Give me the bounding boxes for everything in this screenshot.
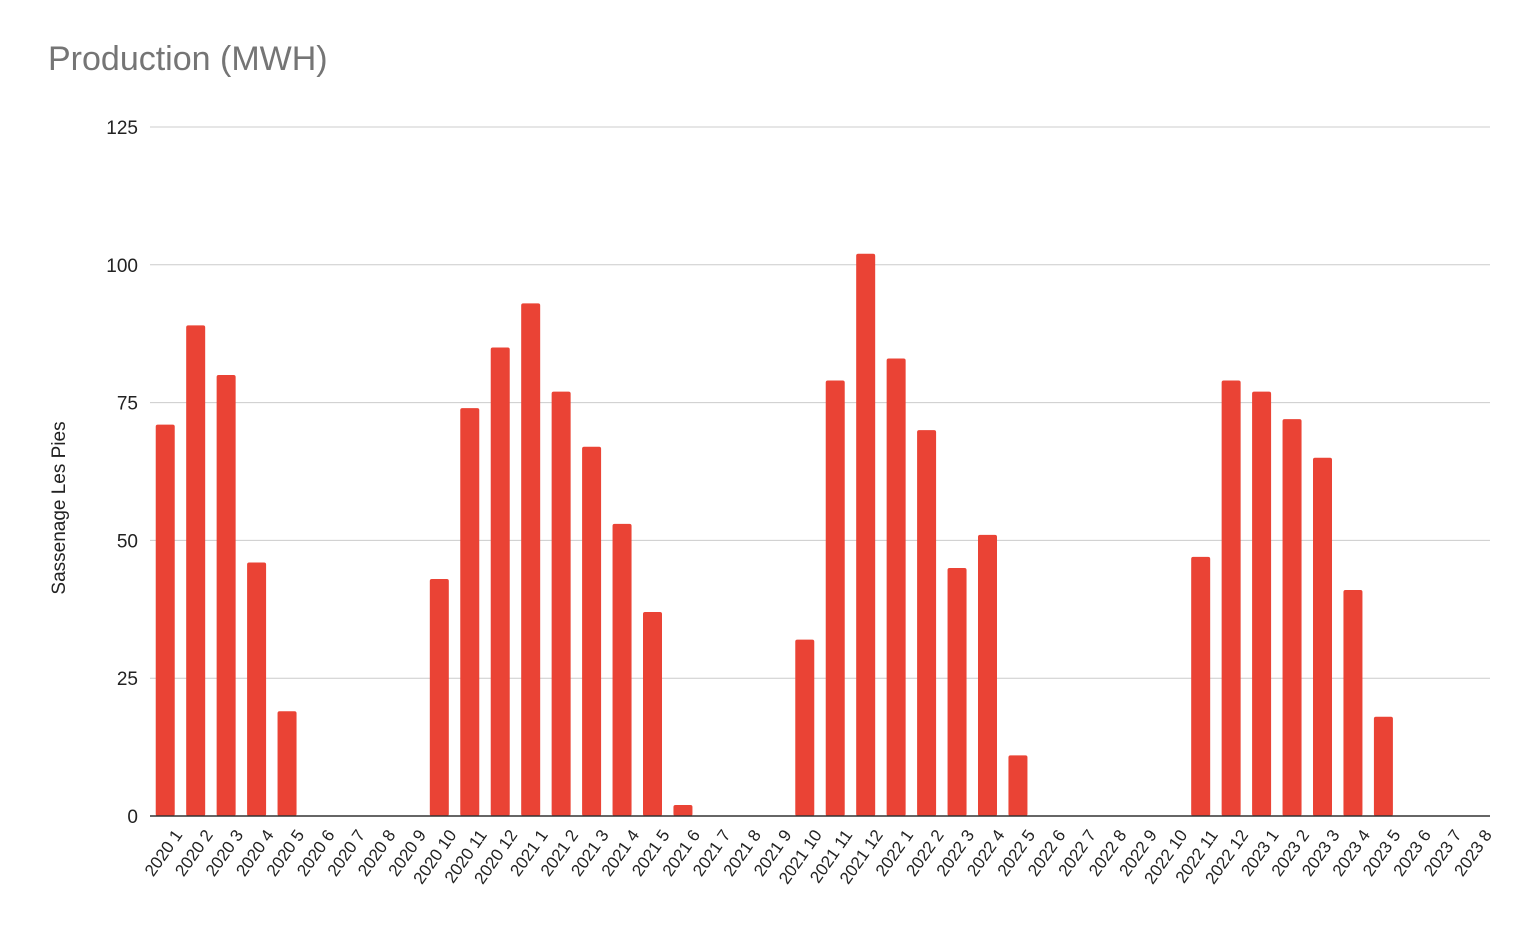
bar: [1343, 590, 1363, 816]
bar: [551, 391, 571, 816]
y-tick-label: 50: [117, 531, 138, 552]
bar: [825, 380, 845, 816]
y-axis-label: Sassenage Les Pies: [49, 421, 70, 594]
bar: [490, 347, 510, 816]
bar: [429, 578, 449, 816]
bar: [1282, 419, 1302, 816]
bar: [886, 358, 906, 816]
y-axis-ticks: 0 25 50 75 100 125: [106, 118, 138, 828]
bar: [673, 804, 693, 816]
bar: [247, 562, 267, 816]
bar: [1313, 457, 1332, 816]
bar: [1191, 556, 1211, 816]
bar: [460, 408, 480, 816]
bar: [643, 612, 662, 816]
chart-title: Production (MWH): [48, 40, 328, 78]
bar: [277, 711, 297, 816]
y-tick-label: 100: [106, 256, 138, 277]
bar: [521, 303, 541, 816]
bar: [1252, 391, 1272, 816]
bar: [612, 523, 632, 816]
y-tick-label: 125: [106, 118, 138, 139]
bar: [856, 253, 876, 816]
bar: [947, 567, 967, 816]
y-tick-label: 25: [117, 669, 138, 690]
bar: [917, 430, 937, 816]
bar: [978, 534, 997, 816]
bar: [1221, 380, 1241, 816]
bar: [1008, 755, 1028, 816]
bar: [216, 375, 236, 816]
bar: [155, 424, 175, 816]
bar: [795, 639, 815, 816]
bar: [1373, 716, 1393, 816]
y-tick-label: 0: [127, 807, 138, 828]
bars: [155, 253, 1393, 816]
y-tick-label: 75: [117, 394, 138, 415]
bar: [186, 325, 206, 816]
bar: [582, 446, 602, 816]
